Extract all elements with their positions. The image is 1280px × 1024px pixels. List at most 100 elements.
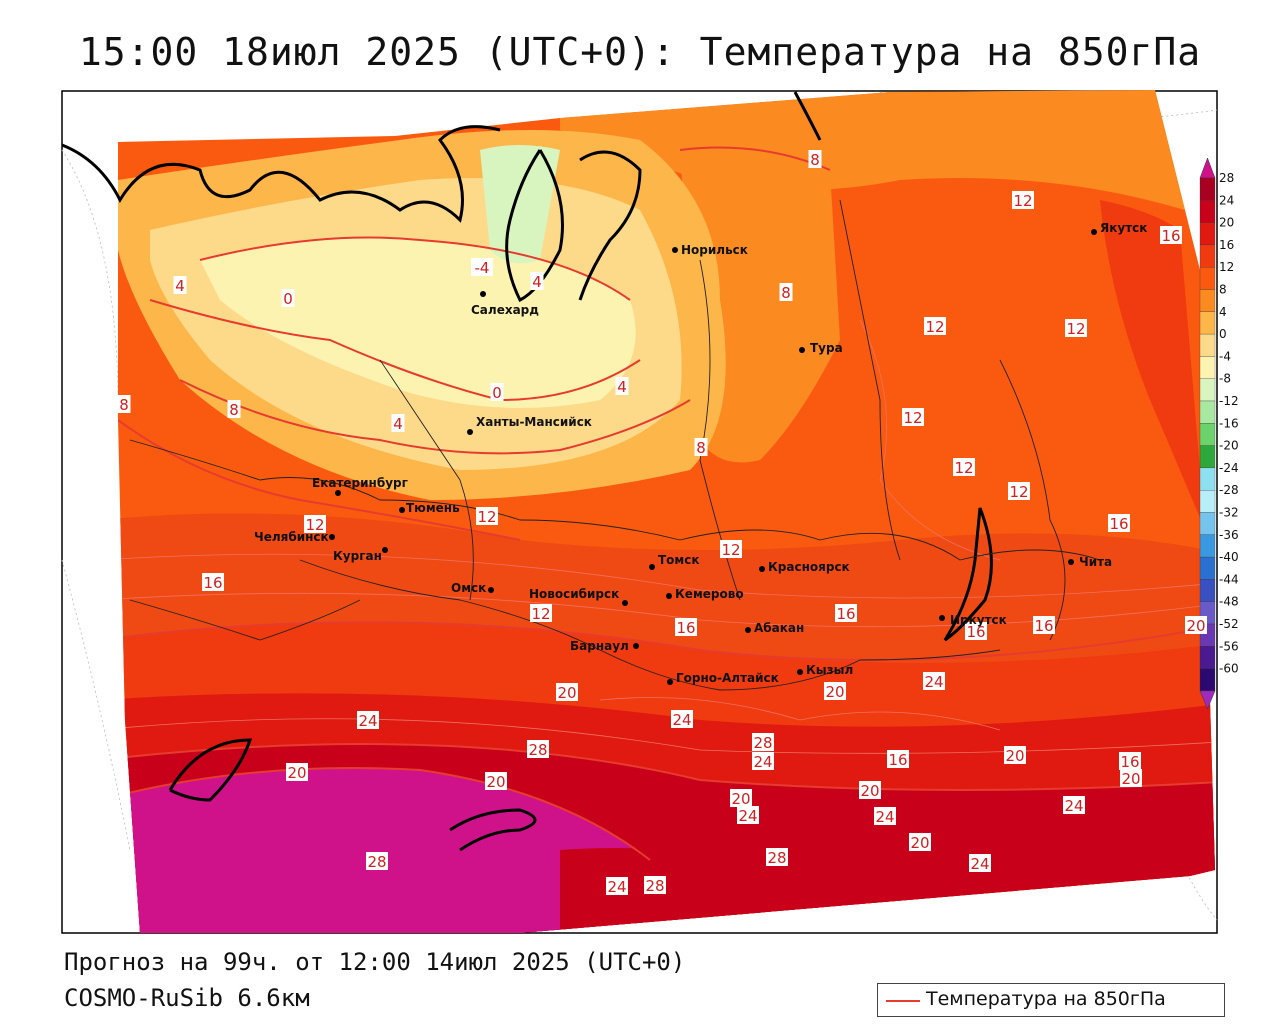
colorbar-swatch xyxy=(1199,177,1216,201)
city-dot xyxy=(382,547,388,553)
colorbar-tick-label: -40 xyxy=(1219,550,1239,564)
colorbar-swatch xyxy=(1199,445,1216,469)
city-label: Чита xyxy=(1079,555,1112,569)
city-dot xyxy=(622,600,628,606)
colorbar-swatch xyxy=(1199,646,1216,669)
city-label: Барнаул xyxy=(570,639,629,653)
isotherm-label-bg xyxy=(1008,482,1030,500)
model-caption: COSMO-RuSib 6.6км xyxy=(64,984,310,1012)
city-dot xyxy=(399,507,405,513)
isotherm-label-bg xyxy=(117,395,131,413)
colorbar-swatch xyxy=(1199,267,1216,290)
isotherm-label-bg xyxy=(476,507,498,525)
isotherm-label-bg xyxy=(530,604,552,622)
isotherm-label: 12 xyxy=(954,459,973,477)
colorbar-tick-label: -52 xyxy=(1219,617,1239,631)
isotherm-label-bg xyxy=(530,272,544,290)
colorbar-swatch xyxy=(1199,333,1216,357)
isotherm-label-bg xyxy=(1033,616,1055,634)
isotherm-label-bg xyxy=(173,276,187,294)
isotherm-label-bg xyxy=(391,414,405,432)
city-dot xyxy=(666,593,672,599)
isotherm-label-bg xyxy=(227,400,241,418)
colorbar-swatch xyxy=(1199,311,1216,335)
isotherm-label-bg xyxy=(1004,746,1026,764)
thin-isotherms xyxy=(118,319,1215,754)
colorbar-tick-label: -20 xyxy=(1219,439,1239,453)
isotherm-label-bg xyxy=(694,438,708,456)
isotherm-label-bg xyxy=(766,848,788,866)
isotherm-label: 12 xyxy=(477,508,496,526)
colorbar-tick-label: -8 xyxy=(1219,372,1231,386)
isotherm-label: 24 xyxy=(358,712,377,730)
city-label: Красноярск xyxy=(768,560,850,574)
city-dot xyxy=(759,566,765,572)
isotherm-label-bg xyxy=(357,711,379,729)
isotherm-label: 4 xyxy=(175,277,185,295)
colorbar-swatch xyxy=(1199,467,1216,491)
isotherm-label: 4 xyxy=(532,273,542,291)
isotherm-label: 28 xyxy=(753,734,772,752)
isotherm-label: 8 xyxy=(229,401,239,419)
legend-label: Температура на 850гПа xyxy=(926,988,1166,1010)
isotherm-label-bg xyxy=(615,377,629,395)
city-label: Томск xyxy=(658,553,700,567)
city-label: Норильск xyxy=(681,243,748,257)
isotherm-label-bg xyxy=(779,283,793,301)
colorbar-tick-label: -60 xyxy=(1219,662,1239,676)
isotherm-label-bg xyxy=(1065,319,1087,337)
isotherm-label: 12 xyxy=(1066,320,1085,338)
isotherm-label-bg xyxy=(1185,616,1207,634)
colorbar-tick-label: 24 xyxy=(1219,193,1234,207)
isotherm-label: 8 xyxy=(119,396,129,414)
city-label: Абакан xyxy=(754,621,804,635)
isotherm-label: 20 xyxy=(486,773,505,791)
colorbar-bottom-arrow xyxy=(1199,690,1216,710)
isotherm-label: 28 xyxy=(528,741,547,759)
colorbar-swatch xyxy=(1199,579,1216,602)
isotherm-label-bg xyxy=(366,852,388,870)
isotherm-label: 12 xyxy=(305,516,324,534)
isotherm-label: 24 xyxy=(970,855,989,873)
isotherm-lines xyxy=(118,146,1215,861)
colorbar-swatch xyxy=(1199,556,1216,580)
city-label: Иркутск xyxy=(950,613,1007,627)
isotherm-label: 24 xyxy=(924,673,943,691)
isotherm-label: 20 xyxy=(910,834,929,852)
isotherm-label: 20 xyxy=(1186,617,1205,635)
colorbar-swatch xyxy=(1199,400,1216,424)
colorbar-tick-label: -16 xyxy=(1219,416,1239,430)
colorbar-tick-label: 0 xyxy=(1219,327,1227,341)
isotherm-label: 12 xyxy=(1013,192,1032,210)
isotherm-label: -4 xyxy=(475,259,490,277)
colorbar-swatch xyxy=(1199,668,1216,692)
isotherm-label-bg xyxy=(737,806,759,824)
isotherm-label: 0 xyxy=(492,384,502,402)
isotherm-label-bg xyxy=(606,877,628,895)
isotherm-label: 12 xyxy=(903,409,922,427)
colorbar-swatch xyxy=(1199,512,1216,535)
city-dot xyxy=(799,347,805,353)
city-label: Тюмень xyxy=(406,501,460,515)
isotherm-label: 20 xyxy=(731,790,750,808)
isotherm-label: 16 xyxy=(1161,227,1180,245)
isotherm-label: 24 xyxy=(753,753,772,771)
isotherm-label-bg xyxy=(859,781,881,799)
city-label: Кызыл xyxy=(806,663,853,677)
isotherm-label: 12 xyxy=(531,605,550,623)
isotherm-label: 20 xyxy=(557,684,576,702)
isotherm-label: 16 xyxy=(203,574,222,592)
colorbar: 28 24 20 16 12 8 4 0 -4 -8 -12 -16 -20 -24 -28 -32 -36 -4… xyxy=(1199,157,1239,710)
isotherm-label-bg xyxy=(1160,226,1182,244)
isotherm-label: 24 xyxy=(1064,797,1083,815)
isotherm-label-bg xyxy=(824,682,846,700)
colorbar-swatch xyxy=(1199,200,1216,223)
isotherm-label: 16 xyxy=(966,623,985,641)
isotherm-label: 16 xyxy=(1109,515,1128,533)
isotherm-label: 8 xyxy=(696,439,706,457)
colorbar-tick-label: -56 xyxy=(1219,639,1239,653)
city-dot xyxy=(1091,229,1097,235)
map-title: 15:00 18июл 2025 (UTC+0): Температура на… xyxy=(78,30,1202,74)
isotherm-label: 20 xyxy=(825,683,844,701)
